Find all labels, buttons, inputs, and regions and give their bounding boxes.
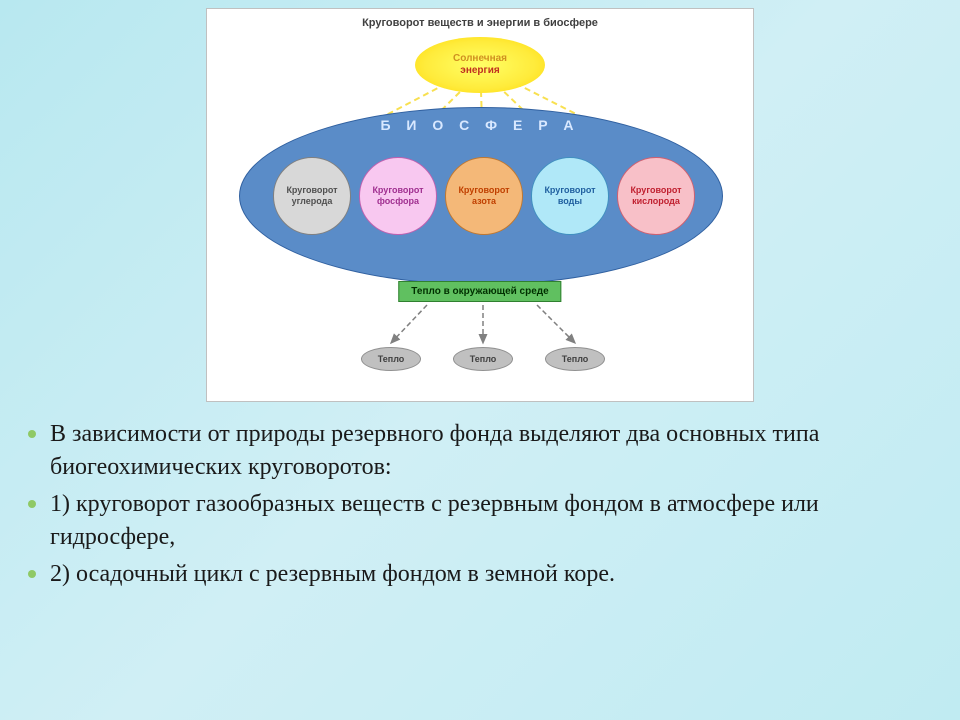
cycle-node-line1: Круговорот (630, 185, 681, 196)
cycle-node-line1: Круговорот (544, 185, 595, 196)
cycle-node-line1: Круговорот (458, 185, 509, 196)
bullet-item-2: 2) осадочный цикл с резервным фондом в з… (28, 558, 920, 591)
cycle-node-line1: Круговорот (372, 185, 423, 196)
heat-node-2: Тепло (545, 347, 605, 371)
bullet-dot-icon (28, 500, 36, 508)
sun-line1: Солнечная (453, 53, 507, 64)
diagram-title: Круговорот веществ и энергии в биосфере (207, 9, 753, 29)
cycle-node-4: Круговороткислорода (617, 157, 695, 235)
cycle-node-line2: фосфора (377, 196, 419, 207)
cycle-node-line2: азота (472, 196, 496, 207)
cycle-node-2: Круговоротазота (445, 157, 523, 235)
cycle-node-3: Круговоротводы (531, 157, 609, 235)
sun-line2: энергия (460, 65, 499, 76)
heat-node-0: Тепло (361, 347, 421, 371)
bullet-dot-icon (28, 430, 36, 438)
bullet-text: 1) круговорот газообразных веществ с рез… (50, 488, 920, 554)
heat-environment-box: Тепло в окружающей среде (398, 281, 561, 302)
cycle-node-line2: углерода (292, 196, 333, 207)
bullet-text: В зависимости от природы резервного фонд… (50, 418, 920, 484)
bullet-text: 2) осадочный цикл с резервным фондом в з… (50, 558, 615, 591)
heat-node-1: Тепло (453, 347, 513, 371)
cycle-node-line1: Круговорот (286, 185, 337, 196)
cycle-node-1: Круговоротфосфора (359, 157, 437, 235)
bullet-dot-icon (28, 570, 36, 578)
cycle-node-line2: кислорода (632, 196, 680, 207)
cycle-node-line2: воды (558, 196, 582, 207)
biosphere-label: Б И О С Ф Е Р А (380, 117, 579, 133)
slide-text: В зависимости от природы резервного фонд… (28, 418, 920, 596)
bullet-item-1: 1) круговорот газообразных веществ с рез… (28, 488, 920, 554)
bullet-item-0: В зависимости от природы резервного фонд… (28, 418, 920, 484)
cycle-node-0: Круговоротуглерода (273, 157, 351, 235)
diagram-container: Круговорот веществ и энергии в биосфере (206, 8, 754, 402)
sun-node: Солнечная энергия (415, 37, 545, 93)
